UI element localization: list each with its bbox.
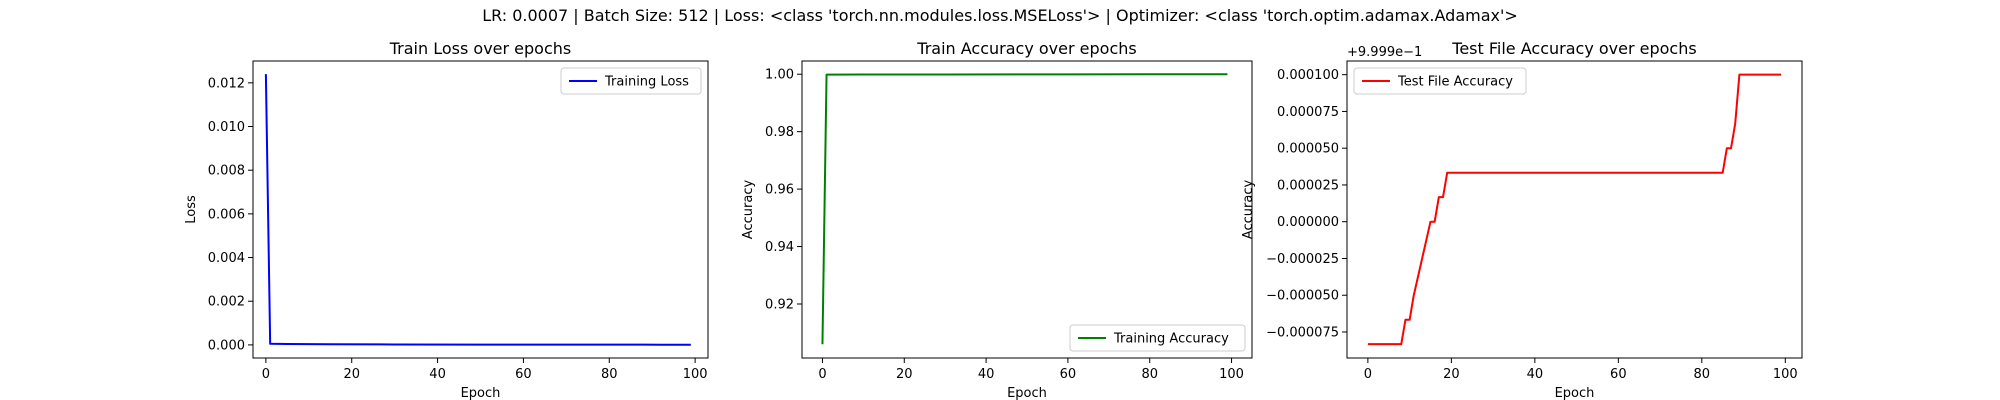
test-file-accuracy-y-offset-text: +9.999e−1 <box>1347 45 1422 60</box>
train-accuracy-y-tick-label: 1.00 <box>765 68 794 83</box>
test-file-accuracy-legend-label: Test File Accuracy <box>1397 75 1513 90</box>
train-loss-title: Train Loss over epochs <box>389 39 571 58</box>
test-file-accuracy-chart: 0 20 40 60 80 100 −0.000075 −0.000050 −0.000025 0… <box>1241 39 1803 400</box>
test-file-accuracy-x-tick-label: 40 <box>1527 367 1544 382</box>
train-loss-y-tick-label: 0.004 <box>208 251 245 266</box>
test-file-accuracy-y-tick-label: 0.000025 <box>1277 178 1339 193</box>
test-file-accuracy-legend-box <box>1353 67 1527 95</box>
train-accuracy-x-tick-label: 60 <box>1060 367 1077 382</box>
train-loss-y-axis-label: Loss <box>184 195 199 224</box>
train-accuracy-title: Train Accuracy over epochs <box>916 39 1136 58</box>
test-file-accuracy-legend: Test File Accuracy <box>1353 67 1527 95</box>
train-accuracy-y-tick-label: 0.98 <box>765 125 794 140</box>
train-accuracy-x-tick-label: 0 <box>818 367 826 382</box>
test-file-accuracy-y-tick-label: −0.000075 <box>1266 325 1339 340</box>
train-loss-x-tick-label: 0 <box>262 367 270 382</box>
train-accuracy-y-tick-label: 0.92 <box>765 298 794 313</box>
train-accuracy-axes-frame <box>801 60 1253 359</box>
train-loss-y-tick-label: 0.002 <box>208 295 245 310</box>
train-loss-x-tick-label: 40 <box>429 367 446 382</box>
train-accuracy-legend: Training Accuracy <box>1069 324 1246 352</box>
train-accuracy-chart: 0 20 40 60 80 100 0.92 0.94 0.96 0.98 1.00 Train Ac… <box>741 39 1253 400</box>
train-loss-x-axis-label: Epoch <box>461 386 501 400</box>
train-loss-legend-box <box>560 67 702 95</box>
test-file-accuracy-x-tick-label: 0 <box>1364 367 1372 382</box>
train-accuracy-x-tick-label: 80 <box>1141 367 1158 382</box>
train-accuracy-x-tick-label: 20 <box>896 367 913 382</box>
train-accuracy-y-tick-label: 0.96 <box>765 183 794 198</box>
train-loss-y-tick-label: 0.012 <box>208 76 245 91</box>
train-loss-legend: Training Loss <box>560 67 702 95</box>
train-accuracy-legend-box <box>1069 324 1246 352</box>
test-file-accuracy-y-tick-label: 0.000100 <box>1277 68 1339 83</box>
test-file-accuracy-y-tick-label: 0.000075 <box>1277 105 1339 120</box>
test-file-accuracy-y-tick-label: −0.000050 <box>1266 289 1339 304</box>
test-file-accuracy-title: Test File Accuracy over epochs <box>1451 39 1696 58</box>
train-loss-y-tick-label: 0.010 <box>208 120 245 135</box>
test-file-accuracy-y-axis-label: Accuracy <box>1241 180 1256 240</box>
test-file-accuracy-x-tick-label: 100 <box>1773 367 1798 382</box>
train-accuracy-x-tick-label: 100 <box>1219 367 1244 382</box>
train-accuracy-legend-label: Training Accuracy <box>1113 332 1229 347</box>
train-loss-chart: 0 20 40 60 80 100 0.000 0.002 0.004 0.006 0.008 0.0… <box>184 39 709 400</box>
test-file-accuracy-x-tick-label: 80 <box>1694 367 1711 382</box>
train-loss-axes-frame <box>252 60 709 359</box>
train-loss-legend-label: Training Loss <box>604 75 689 90</box>
test-file-accuracy-y-tick-label: 0.000050 <box>1277 142 1339 157</box>
test-file-accuracy-series-line <box>1367 73 1782 346</box>
train-accuracy-y-axis-label: Accuracy <box>741 180 756 240</box>
train-loss-x-tick-label: 80 <box>601 367 618 382</box>
train-accuracy-y-tick-label: 0.94 <box>765 240 794 255</box>
test-file-accuracy-y-tick-label: 0.000000 <box>1277 215 1339 230</box>
test-file-accuracy-y-tick-label: −0.000025 <box>1266 252 1339 267</box>
train-loss-x-tick-label: 60 <box>515 367 532 382</box>
test-file-accuracy-axes-frame <box>1346 60 1803 359</box>
train-loss-x-tick-label: 100 <box>683 367 708 382</box>
test-file-accuracy-x-tick-label: 60 <box>1610 367 1627 382</box>
test-file-accuracy-x-tick-label: 20 <box>1443 367 1460 382</box>
train-accuracy-x-tick-label: 40 <box>978 367 995 382</box>
train-loss-y-tick-label: 0.006 <box>208 207 245 222</box>
train-loss-series-line <box>264 74 691 346</box>
train-loss-y-tick-label: 0.008 <box>208 164 245 179</box>
figure-suptitle: LR: 0.0007 | Batch Size: 512 | Loss: <cl… <box>482 6 1518 25</box>
train-loss-x-tick-label: 20 <box>343 367 360 382</box>
train-accuracy-x-axis-label: Epoch <box>1007 386 1047 400</box>
train-accuracy-series-line <box>821 73 1228 345</box>
train-loss-y-tick-label: 0.000 <box>208 338 245 353</box>
test-file-accuracy-x-axis-label: Epoch <box>1555 386 1595 400</box>
